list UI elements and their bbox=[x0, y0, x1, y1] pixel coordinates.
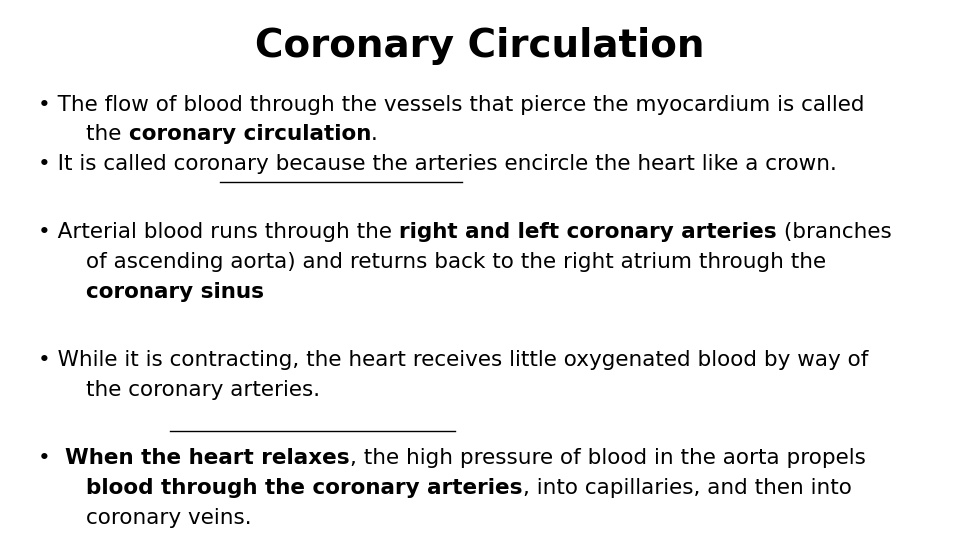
Text: When the heart relaxes: When the heart relaxes bbox=[65, 448, 349, 468]
Text: • The flow of blood through the vessels that pierce the myocardium is called: • The flow of blood through the vessels … bbox=[38, 94, 865, 114]
Text: coronary sinus: coronary sinus bbox=[86, 282, 264, 302]
Text: of ascending aorta) and returns back to the right atrium through the: of ascending aorta) and returns back to … bbox=[86, 252, 827, 272]
Text: •: • bbox=[38, 448, 65, 468]
Text: .: . bbox=[371, 124, 378, 144]
Text: • It is called coronary because the arteries encircle the heart like a crown.: • It is called coronary because the arte… bbox=[38, 154, 837, 174]
Text: • While it is contracting, the heart receives little oxygenated blood by way of: • While it is contracting, the heart rec… bbox=[38, 350, 869, 370]
Text: blood through the coronary arteries: blood through the coronary arteries bbox=[86, 478, 523, 498]
Text: (branches: (branches bbox=[777, 222, 892, 242]
Text: coronary circulation: coronary circulation bbox=[129, 124, 371, 144]
Text: the coronary arteries.: the coronary arteries. bbox=[86, 380, 321, 400]
Text: , the high pressure of blood in the aorta propels: , the high pressure of blood in the aort… bbox=[349, 448, 865, 468]
Text: Coronary Circulation: Coronary Circulation bbox=[255, 27, 705, 65]
Text: right and left coronary arteries: right and left coronary arteries bbox=[399, 222, 777, 242]
Text: the: the bbox=[86, 124, 129, 144]
Text: coronary veins.: coronary veins. bbox=[86, 508, 252, 528]
Text: , into capillaries, and then into: , into capillaries, and then into bbox=[523, 478, 852, 498]
Text: • Arterial blood runs through the: • Arterial blood runs through the bbox=[38, 222, 399, 242]
